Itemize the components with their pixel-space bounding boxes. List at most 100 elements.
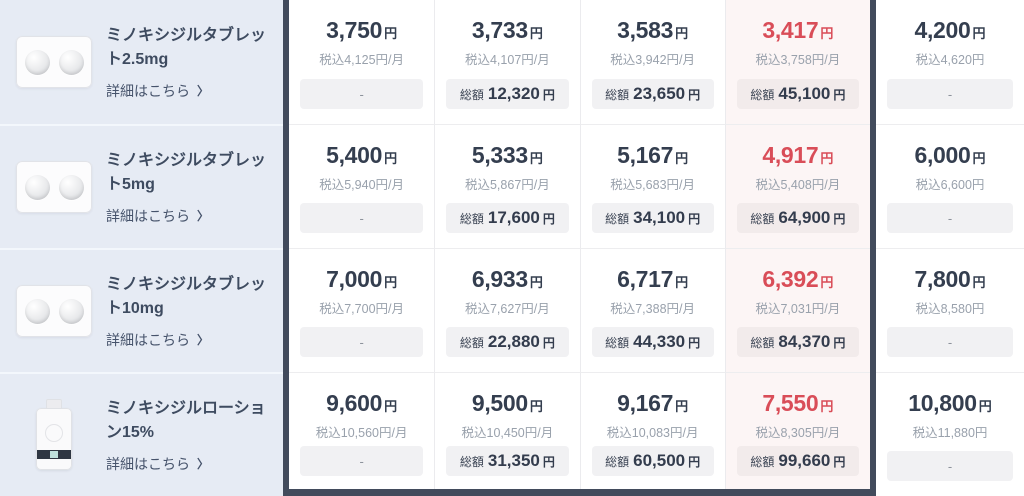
total-badge: 総額 84,370 円: [736, 327, 859, 357]
yen-suffix: 円: [384, 151, 398, 166]
total-badge: 総額 23,650 円: [591, 79, 714, 109]
product-cell-tablet-5mg: ミノキシジルタブレット5mg 詳細はこちら 〉: [0, 124, 283, 248]
tax-included-price: 税込7,700円/月: [319, 302, 404, 316]
tax-included-price: 税込5,683円/月: [610, 178, 695, 192]
tax-included-price: 税込4,620円: [915, 53, 985, 67]
tax-included-price: 税込5,408円/月: [755, 178, 841, 192]
price-cell: 6,717 円 税込7,388円/月 総額 44,330 円: [579, 248, 725, 372]
price-amount: 4,200: [914, 17, 971, 43]
total-badge-empty: -: [300, 203, 424, 233]
product-name: ミノキシジルタブレット2.5mg: [106, 26, 267, 68]
total-badge-empty: -: [300, 79, 424, 109]
product-name: ミノキシジルローション15%: [106, 399, 266, 441]
price-amount: 9,600: [326, 390, 383, 416]
total-badge: 総額 45,100 円: [736, 79, 859, 109]
tax-included-price: 税込10,083円/月: [606, 426, 699, 440]
price-amount: 3,733: [471, 17, 528, 43]
yen-suffix: 円: [529, 399, 543, 414]
price-cell: 7,000 円 税込7,700円/月 -: [289, 248, 435, 372]
tax-included-price: 税込10,560円/月: [315, 426, 408, 440]
price-amount: 3,417: [762, 17, 819, 43]
pill-blister-image: [16, 285, 92, 337]
price-amount: 7,800: [914, 266, 971, 292]
price-amount: 5,167: [617, 142, 674, 168]
price-cell: 5,167 円 税込5,683円/月 総額 34,100 円: [579, 124, 725, 248]
price-cell-single: 10,800 円 税込11,880円 -: [876, 372, 1024, 496]
yen-suffix: 円: [529, 151, 543, 166]
price-amount: 6,717: [617, 266, 674, 292]
tax-included-price: 税込3,942円/月: [610, 53, 695, 67]
total-badge-empty: -: [887, 79, 1013, 109]
product-detail-link[interactable]: 詳細はこちら 〉: [106, 330, 273, 350]
total-badge: 総額 22,880 円: [446, 327, 569, 357]
total-badge: 総額 31,350 円: [446, 446, 569, 476]
frame-bar-bottom: [283, 489, 876, 496]
product-cell-tablet-10mg: ミノキシジルタブレット10mg 詳細はこちら 〉: [0, 248, 283, 372]
price-amount: 7,000: [326, 266, 383, 292]
total-badge-empty: -: [887, 203, 1013, 233]
price-cell-highlighted: 7,550 円 税込8,305円/月 総額 99,660 円: [724, 372, 870, 496]
price-cell-single: 4,200 円 税込4,620円 -: [876, 0, 1024, 124]
pill-icon: [24, 174, 50, 200]
pill-icon: [58, 49, 84, 75]
price-cell-highlighted: 6,392 円 税込7,031円/月 総額 84,370 円: [724, 248, 870, 372]
price-amount: 7,550: [762, 390, 819, 416]
frame-bar-right: [870, 0, 876, 496]
total-badge: 総額 44,330 円: [591, 327, 714, 357]
yen-suffix: 円: [384, 399, 398, 414]
price-amount: 3,583: [617, 17, 674, 43]
price-cell: 9,500 円 税込10,450円/月 総額 31,350 円: [434, 372, 580, 496]
tax-included-price: 税込6,600円: [915, 178, 985, 192]
price-cell-single: 7,800 円 税込8,580円 -: [876, 248, 1024, 372]
yen-suffix: 円: [675, 151, 689, 166]
pill-icon: [24, 298, 50, 324]
pill-icon: [58, 174, 84, 200]
price-amount: 9,500: [471, 390, 528, 416]
price-cell-highlighted: 4,917 円 税込5,408円/月 総額 64,900 円: [724, 124, 870, 248]
total-badge-empty: -: [300, 327, 424, 357]
pill-icon: [58, 298, 84, 324]
product-detail-link[interactable]: 詳細はこちら 〉: [106, 81, 273, 101]
price-amount: 9,167: [617, 390, 674, 416]
yen-suffix: 円: [675, 399, 689, 414]
yen-suffix: 円: [972, 26, 986, 41]
total-badge-empty: -: [300, 446, 424, 476]
tax-included-price: 税込7,627円/月: [464, 302, 550, 316]
price-cell: 9,600 円 税込10,560円/月 -: [289, 372, 435, 496]
total-badge: 総額 60,500 円: [591, 446, 714, 476]
price-cell: 3,583 円 税込3,942円/月 総額 23,650 円: [579, 0, 725, 124]
price-amount: 6,933: [471, 266, 528, 292]
price-amount: 6,392: [762, 266, 819, 292]
product-name: ミノキシジルタブレット5mg: [106, 151, 267, 193]
tax-included-price: 税込3,758円/月: [755, 53, 841, 67]
yen-suffix: 円: [972, 151, 986, 166]
product-cell-lotion-15: ミノキシジルローション15% 詳細はこちら 〉: [0, 372, 283, 496]
product-detail-link[interactable]: 詳細はこちら 〉: [106, 454, 273, 474]
lotion-bottle-image: [16, 399, 92, 470]
chevron-right-icon: 〉: [197, 457, 210, 471]
price-amount: 5,333: [471, 142, 528, 168]
yen-suffix: 円: [820, 275, 834, 290]
total-badge: 総額 34,100 円: [591, 203, 714, 233]
price-amount: 3,750: [326, 17, 383, 43]
price-amount: 4,917: [762, 142, 819, 168]
total-badge: 総額 12,320 円: [446, 79, 569, 109]
yen-suffix: 円: [675, 275, 689, 290]
product-detail-link[interactable]: 詳細はこちら 〉: [106, 206, 273, 226]
price-cell-single: 6,000 円 税込6,600円 -: [876, 124, 1024, 248]
product-cell-tablet-2-5mg: ミノキシジルタブレット2.5mg 詳細はこちら 〉: [0, 0, 283, 124]
price-cell: 5,333 円 税込5,867円/月 総額 17,600 円: [434, 124, 580, 248]
pill-icon: [24, 49, 50, 75]
detail-link-label: 詳細はこちら: [106, 331, 190, 348]
total-badge: 総額 64,900 円: [736, 203, 859, 233]
tax-included-price: 税込5,867円/月: [464, 178, 550, 192]
pill-blister-image: [16, 36, 92, 88]
yen-suffix: 円: [529, 26, 543, 41]
bottle-cap: [46, 399, 62, 409]
detail-link-label: 詳細はこちら: [106, 82, 190, 99]
chevron-right-icon: 〉: [197, 209, 210, 223]
detail-link-label: 詳細はこちら: [106, 455, 190, 472]
price-cell: 5,400 円 税込5,940円/月 -: [289, 124, 435, 248]
tax-included-price: 税込8,305円/月: [755, 426, 841, 440]
